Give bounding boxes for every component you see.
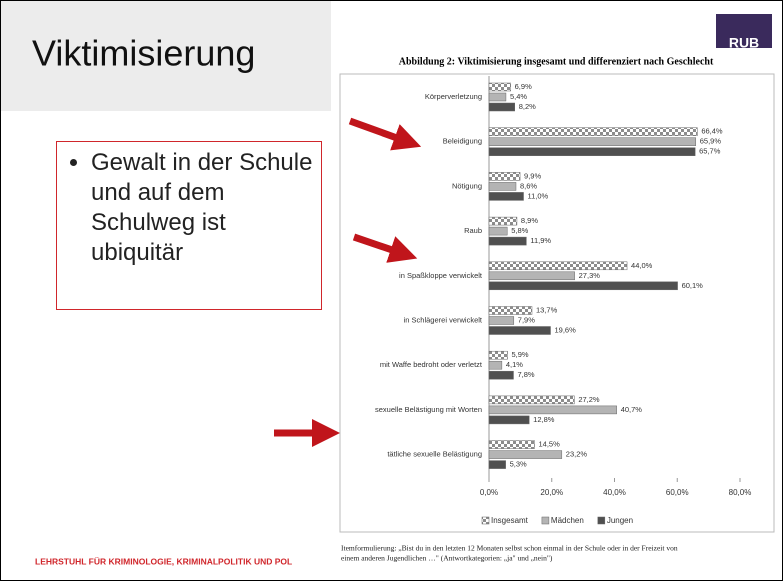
bar (488, 226, 508, 236)
bar (488, 460, 506, 469)
logo: RUB (729, 35, 759, 51)
bar (488, 216, 518, 226)
bar (488, 316, 515, 325)
value-label: 5,8% (511, 226, 528, 235)
legend-swatch (481, 516, 490, 525)
y-tick-label: Beleidigung (443, 137, 482, 146)
bar (488, 326, 551, 335)
y-tick-label: Nötigung (452, 181, 482, 190)
value-label: 5,4% (510, 92, 527, 101)
value-label: 19,6% (554, 325, 576, 334)
x-tick-label: 0,0% (480, 488, 498, 497)
footnote: Itemformulierung: „Bist du in den letzte… (341, 544, 678, 553)
value-label: 11,0% (528, 191, 549, 200)
legend-label: Mädchen (551, 516, 584, 525)
footer: LEHRSTUHL FÜR KRIMINOLOGIE, KRIMINALPOLI… (35, 556, 292, 566)
y-tick-label: Raub (464, 226, 482, 235)
legend-swatch (597, 516, 606, 525)
y-tick-label: in Spaßkloppe verwickelt (399, 271, 483, 280)
value-label: 8,6% (520, 181, 537, 190)
value-label: 44,0% (631, 261, 653, 270)
bar (488, 137, 697, 146)
value-label: 66,4% (701, 127, 723, 136)
y-tick-label: sexuelle Belästigung mit Worten (375, 405, 482, 414)
y-tick-label: Körperverletzung (425, 92, 482, 101)
bar (488, 395, 575, 405)
legend-label: Jungen (607, 516, 633, 525)
value-label: 23,2% (566, 450, 588, 459)
value-label: 40,7% (621, 405, 643, 414)
footnote: einem anderen Jugendlichen …" (Antwortka… (341, 554, 553, 563)
value-label: 4,1% (506, 360, 523, 369)
value-label: 5,3% (510, 460, 527, 469)
value-label: 65,7% (699, 147, 721, 156)
y-tick-label: mit Waffe bedroht oder verletzt (380, 360, 483, 369)
bar (488, 92, 507, 102)
arrow (352, 233, 418, 263)
bar (488, 306, 533, 315)
value-label: 27,2% (578, 395, 600, 404)
bar (488, 281, 678, 291)
plot-frame (339, 73, 775, 533)
value-label: 7,8% (517, 370, 534, 379)
bar (488, 350, 508, 360)
value-label: 14,5% (538, 440, 560, 449)
value-label: 12,8% (533, 415, 555, 424)
bar (488, 127, 698, 136)
value-label: 7,9% (518, 315, 535, 324)
arrow (348, 117, 422, 151)
bar (488, 82, 511, 92)
value-label: 60,1% (682, 281, 704, 290)
value-label: 6,9% (515, 82, 532, 91)
bullet-box: Gewalt in der Schule und auf dem Schulwe… (56, 141, 322, 310)
bar (488, 360, 503, 370)
value-label: 13,7% (536, 305, 558, 314)
value-label: 5,9% (512, 350, 529, 359)
bar (488, 236, 527, 246)
title-area (1, 1, 331, 111)
x-tick-label: 80,0% (729, 488, 752, 497)
chart-title: Abbildung 2: Viktimisierung insgesamt un… (399, 56, 714, 67)
y-tick-label: in Schlägerei verwickelt (404, 315, 483, 324)
bar (488, 192, 524, 201)
bar (488, 172, 521, 181)
bullet: Gewalt in der Schule und auf dem Schulwe… (91, 148, 315, 268)
bar (488, 440, 535, 449)
bar (488, 182, 517, 191)
value-label: 65,9% (700, 137, 722, 146)
bar (488, 147, 696, 156)
bar (488, 450, 563, 459)
value-label: 8,2% (519, 102, 536, 111)
value-label: 27,3% (579, 271, 601, 280)
slide-title: Viktimisierung (32, 33, 255, 74)
bar (488, 261, 628, 271)
bar (488, 370, 514, 380)
legend-label: Insgesamt (491, 516, 529, 525)
logo-box (716, 14, 772, 48)
chart-image (333, 50, 781, 540)
legend-swatch (541, 516, 550, 525)
bar (488, 271, 575, 281)
x-tick-label: 60,0% (666, 488, 689, 497)
bar (488, 405, 617, 415)
value-label: 9,9% (524, 171, 541, 180)
bar (488, 102, 515, 112)
bar (488, 415, 530, 425)
x-tick-label: 40,0% (603, 488, 626, 497)
value-label: 8,9% (521, 216, 538, 225)
y-tick-label: tätliche sexuelle Belästigung (387, 450, 482, 459)
x-tick-label: 20,0% (540, 488, 563, 497)
value-label: 11,9% (530, 236, 551, 245)
